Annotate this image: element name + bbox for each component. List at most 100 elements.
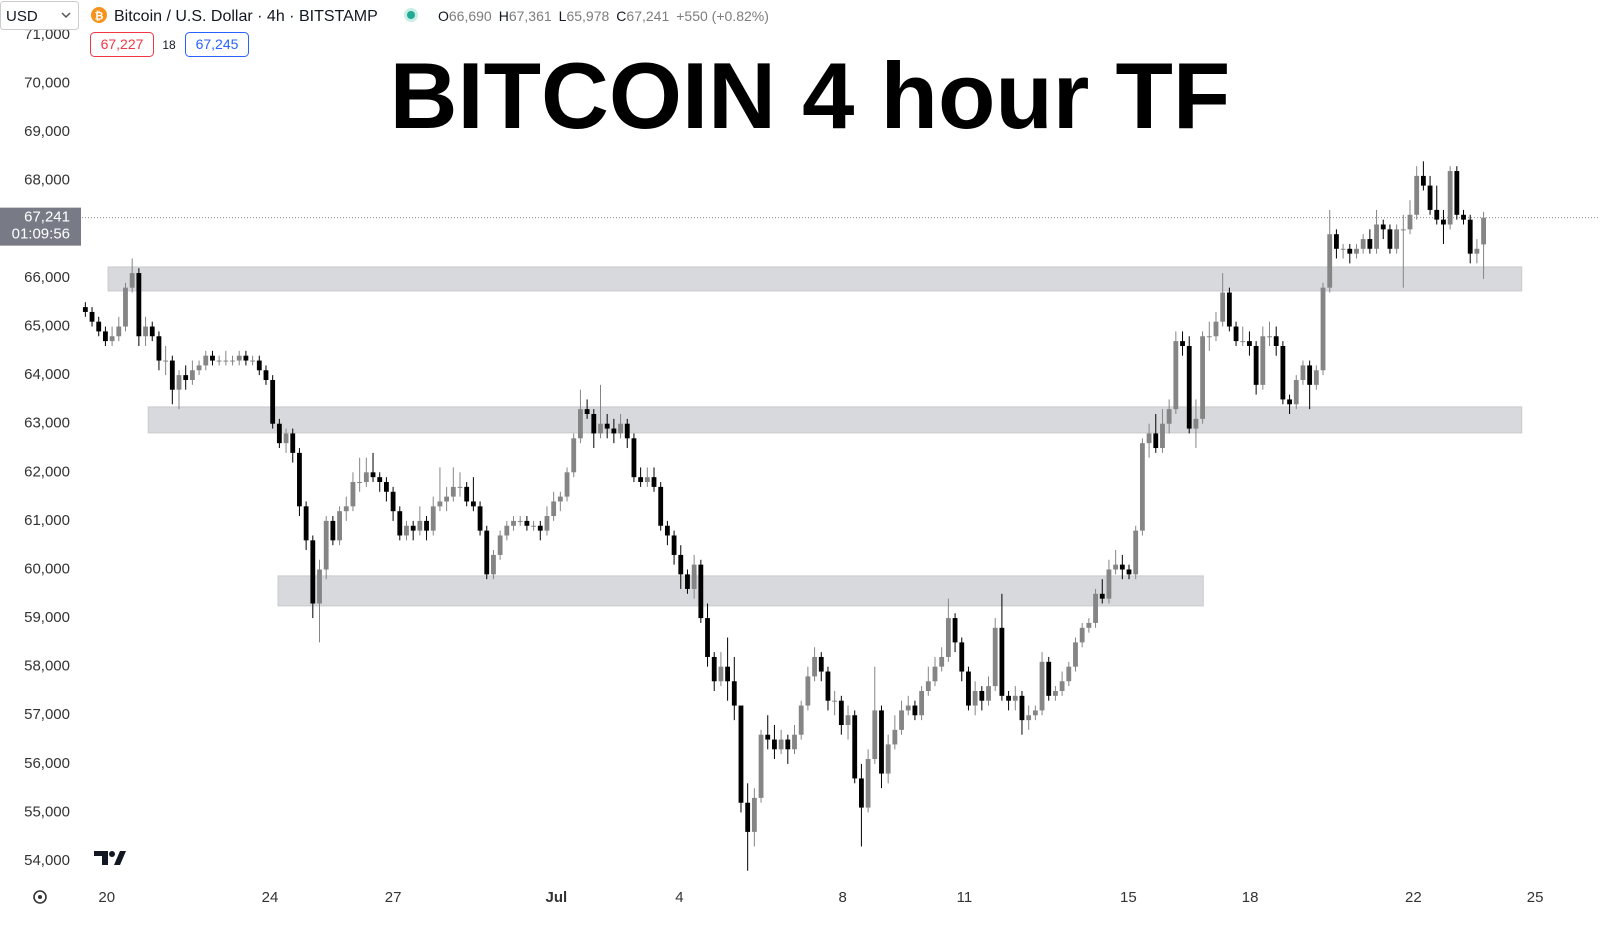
candle-body (611, 428, 617, 434)
zone (277, 575, 1204, 607)
candle-body (1119, 564, 1125, 570)
candle-body (129, 273, 135, 288)
symbol[interactable]: Bitcoin / U.S. Dollar · 4h · BITSTAMP (114, 8, 378, 25)
candle-body (524, 520, 530, 526)
bid-box[interactable] (90, 32, 154, 57)
candle-body (163, 360, 169, 362)
status-dot (407, 11, 415, 19)
y-tick-label: 62,000 (24, 463, 70, 480)
candle-body (725, 666, 731, 682)
candle-body (1280, 345, 1286, 400)
candle-body (685, 574, 690, 589)
candle-body (772, 739, 777, 750)
candle-body (591, 414, 597, 434)
candle-body (1340, 248, 1346, 250)
candle-body (417, 520, 423, 531)
candle-body (1427, 185, 1433, 210)
bid[interactable]: 67,227 (101, 36, 144, 52)
candle-body (283, 433, 289, 444)
candle-body (711, 656, 717, 682)
candle-body (430, 506, 436, 531)
candle-body (1026, 715, 1032, 721)
candle-body (852, 715, 858, 779)
ohlc-key: C (616, 8, 626, 24)
candle-body (1327, 234, 1333, 288)
candle-body (912, 705, 918, 716)
settings-icon[interactable] (33, 890, 47, 904)
candle-body (276, 423, 282, 444)
currency-select[interactable] (0, 1, 79, 30)
x-tick-label: 11 (957, 889, 973, 906)
header-bg (0, 0, 800, 28)
candle-body (678, 554, 684, 575)
y-tick-label: 58,000 (24, 658, 70, 675)
candle-body (1267, 336, 1272, 338)
candle-body (691, 564, 697, 589)
candle-body (1253, 345, 1259, 385)
candle-body (1380, 224, 1386, 230)
candle-body (290, 433, 296, 453)
candle-body (497, 535, 503, 555)
candle-body (1193, 418, 1199, 429)
candle-body (136, 273, 142, 337)
candle-body (551, 501, 557, 517)
candle-body (1086, 622, 1092, 628)
candle-body (544, 516, 550, 531)
ohlc-value: 65,978 (566, 8, 609, 24)
candle-body (491, 554, 496, 575)
candle-body (758, 734, 764, 798)
candle-body (604, 423, 610, 429)
x-tick-label: 18 (1242, 889, 1259, 906)
candle-body (805, 676, 811, 706)
candle-body (1133, 530, 1139, 575)
candle-body (1467, 219, 1473, 254)
candle-body (858, 778, 864, 808)
candle-body (116, 326, 122, 337)
x-tick-label: 25 (1527, 889, 1544, 906)
candle-body (1474, 248, 1480, 254)
candle-body (1360, 239, 1366, 249)
candle-body (1153, 433, 1159, 449)
candle-body (370, 472, 376, 478)
candle-body (1461, 214, 1466, 220)
candle-body (143, 326, 148, 337)
candle-body (103, 331, 108, 342)
ohlc-key: H (499, 8, 509, 24)
candle-body (230, 360, 235, 362)
candle-body (210, 355, 215, 361)
candle-body (584, 409, 590, 415)
candle-body (1166, 409, 1172, 424)
ask[interactable]: 67,245 (196, 36, 239, 52)
ask-box[interactable] (185, 32, 249, 57)
zone (147, 406, 1523, 434)
candle-body (671, 535, 677, 555)
candle-body (578, 409, 583, 439)
candle-body (256, 360, 262, 371)
y-tick-label: 55,000 (24, 803, 70, 820)
candle-body (1012, 695, 1018, 701)
bitcoin-glyph: ₿ (95, 11, 104, 23)
candle-body (986, 686, 991, 701)
candle-body (517, 520, 523, 522)
candle-body (818, 656, 824, 672)
candle-body (270, 379, 276, 424)
candle-body (1367, 239, 1373, 249)
x-tick-label: 8 (839, 889, 847, 906)
candle-body (203, 355, 209, 366)
candle-body (96, 321, 102, 332)
x-tick-label: 20 (98, 889, 115, 906)
candle-body (1186, 345, 1192, 429)
candle-body (1407, 214, 1413, 230)
candle-body (537, 525, 543, 531)
candle-body (196, 365, 202, 371)
candle-body (1053, 690, 1058, 696)
candle-body (778, 739, 784, 750)
candle-body (504, 525, 510, 536)
candle-body (1414, 175, 1420, 215)
currency[interactable]: USD (6, 8, 38, 25)
candle-body (1213, 321, 1219, 337)
candle-body (705, 618, 710, 657)
candle-body (644, 477, 650, 483)
x-tick-label: 24 (262, 889, 279, 906)
